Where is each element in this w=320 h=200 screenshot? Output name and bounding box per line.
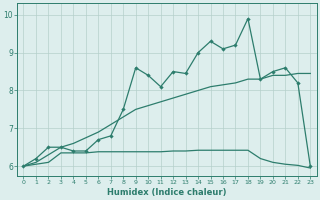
X-axis label: Humidex (Indice chaleur): Humidex (Indice chaleur) — [107, 188, 227, 197]
